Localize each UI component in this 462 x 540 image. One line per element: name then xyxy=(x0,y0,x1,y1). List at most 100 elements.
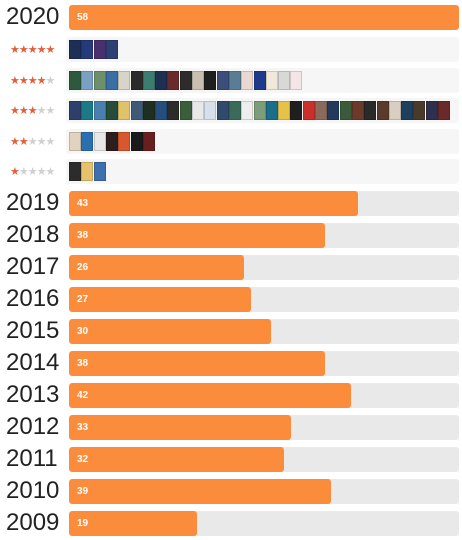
book-cover[interactable] xyxy=(265,70,278,90)
book-cover[interactable] xyxy=(81,101,94,121)
book-cover[interactable] xyxy=(438,101,450,121)
book-cover[interactable] xyxy=(118,131,131,151)
year-bar[interactable]: 42 xyxy=(69,383,459,408)
book-cover[interactable] xyxy=(192,101,204,121)
book-cover[interactable] xyxy=(155,70,168,90)
book-cover[interactable] xyxy=(241,70,254,90)
book-cover[interactable] xyxy=(81,162,94,182)
book-cover[interactable] xyxy=(105,70,118,90)
book-cover[interactable] xyxy=(130,101,143,121)
book-cover[interactable] xyxy=(179,70,192,90)
book-cover[interactable] xyxy=(401,101,414,121)
book-cover[interactable] xyxy=(93,70,106,90)
year-bar[interactable]: 43 xyxy=(69,191,459,216)
book-cover[interactable] xyxy=(130,131,143,151)
book-cover[interactable] xyxy=(302,101,315,121)
book-cover[interactable] xyxy=(142,70,155,90)
book-cover[interactable] xyxy=(69,70,81,90)
filled-star-icon: ★ xyxy=(27,73,38,87)
year-bar-fill xyxy=(69,255,244,280)
book-cover[interactable] xyxy=(364,101,377,121)
book-cover[interactable] xyxy=(216,101,229,121)
book-cover[interactable] xyxy=(142,101,155,121)
empty-star-icon: ★ xyxy=(27,134,38,148)
book-cover[interactable] xyxy=(69,40,81,59)
filled-star-icon: ★ xyxy=(10,134,20,148)
year-bar-fill xyxy=(69,351,325,376)
book-cover[interactable] xyxy=(167,101,180,121)
book-cover[interactable] xyxy=(81,40,94,59)
book-cover[interactable] xyxy=(278,70,291,90)
book-cover[interactable] xyxy=(81,70,94,90)
book-cover[interactable] xyxy=(93,162,106,182)
book-cover[interactable] xyxy=(69,131,81,151)
year-bar[interactable]: 58 xyxy=(69,5,459,30)
year-label: 2012 xyxy=(6,413,60,440)
book-cover[interactable] xyxy=(81,131,94,151)
book-cover[interactable] xyxy=(105,40,118,59)
year-count: 58 xyxy=(77,12,89,23)
year-label: 2020 xyxy=(6,3,60,30)
book-cover[interactable] xyxy=(118,70,131,90)
book-cover[interactable] xyxy=(130,70,143,90)
book-cover[interactable] xyxy=(93,131,106,151)
book-cover[interactable] xyxy=(105,101,118,121)
book-cover[interactable] xyxy=(228,70,241,90)
year-count: 19 xyxy=(77,518,89,529)
book-cover[interactable] xyxy=(265,101,278,121)
year-bar[interactable]: 38 xyxy=(69,223,459,248)
year-bar[interactable]: 26 xyxy=(69,255,459,280)
year-row-2018: 2018 38 xyxy=(0,221,462,249)
book-cover[interactable] xyxy=(253,101,266,121)
book-cover[interactable] xyxy=(241,101,254,121)
book-cover[interactable] xyxy=(425,101,438,121)
book-cover[interactable] xyxy=(290,70,303,90)
book-cover[interactable] xyxy=(216,70,229,90)
year-count: 32 xyxy=(77,454,89,465)
book-cover[interactable] xyxy=(93,101,106,121)
year-row-2009: 2009 19 xyxy=(0,509,462,537)
year-row-2012: 2012 33 xyxy=(0,413,462,441)
book-cover[interactable] xyxy=(69,162,81,182)
book-cover[interactable] xyxy=(290,101,303,121)
book-cover[interactable] xyxy=(388,101,401,121)
book-cover[interactable] xyxy=(105,131,118,151)
book-cover[interactable] xyxy=(339,101,352,121)
book-covers xyxy=(66,67,459,93)
year-bar[interactable]: 30 xyxy=(69,319,459,344)
book-cover[interactable] xyxy=(179,101,192,121)
book-cover[interactable] xyxy=(327,101,340,121)
empty-star-icon: ★ xyxy=(45,134,56,148)
book-cover[interactable] xyxy=(142,131,155,151)
year-row-2011: 2011 32 xyxy=(0,445,462,473)
book-cover[interactable] xyxy=(253,70,266,90)
book-cover[interactable] xyxy=(204,70,217,90)
book-cover[interactable] xyxy=(118,101,131,121)
book-cover[interactable] xyxy=(351,101,364,121)
book-cover[interactable] xyxy=(155,101,168,121)
book-cover[interactable] xyxy=(204,101,217,121)
year-row-2017: 2017 26 xyxy=(0,253,462,281)
book-cover[interactable] xyxy=(413,101,426,121)
year-bar-fill xyxy=(69,287,251,312)
book-cover[interactable] xyxy=(228,101,241,121)
book-covers xyxy=(66,37,459,62)
book-cover[interactable] xyxy=(69,101,81,121)
year-row-2015: 2015 30 xyxy=(0,317,462,345)
year-label: 2019 xyxy=(6,189,60,216)
book-cover[interactable] xyxy=(315,101,327,121)
empty-star-icon: ★ xyxy=(36,165,47,179)
year-bar[interactable]: 27 xyxy=(69,287,459,312)
year-bar[interactable]: 39 xyxy=(69,479,459,504)
year-bar-fill xyxy=(69,479,331,504)
book-cover[interactable] xyxy=(93,40,106,59)
book-cover[interactable] xyxy=(278,101,291,121)
book-cover[interactable] xyxy=(192,70,204,90)
year-bar[interactable]: 32 xyxy=(69,447,459,472)
year-bar[interactable]: 19 xyxy=(69,511,459,536)
book-cover[interactable] xyxy=(167,70,180,90)
year-label: 2015 xyxy=(6,317,60,344)
book-cover[interactable] xyxy=(376,101,389,121)
year-bar[interactable]: 33 xyxy=(69,415,459,440)
year-bar[interactable]: 38 xyxy=(69,351,459,376)
